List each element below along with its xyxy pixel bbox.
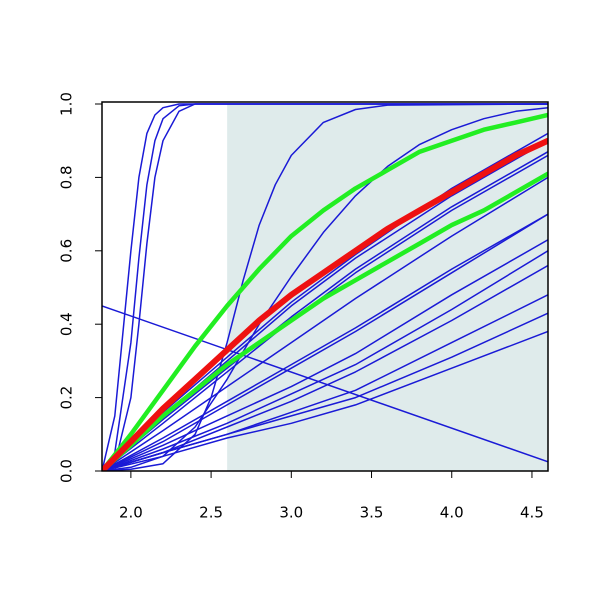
curve xyxy=(102,106,548,471)
x-tick-label: 4.5 xyxy=(520,504,544,522)
curve xyxy=(102,213,548,471)
curve xyxy=(102,312,548,471)
y-tick-label: 0.8 xyxy=(58,165,76,189)
y-tick-label: 0.6 xyxy=(58,239,76,263)
x-tick-label: 2.0 xyxy=(119,504,143,522)
x-tick-label: 3.0 xyxy=(279,504,303,522)
plot-frame xyxy=(101,101,549,472)
curve xyxy=(102,137,548,471)
lines xyxy=(102,103,548,471)
y-tick-label: 0.2 xyxy=(58,386,76,410)
y-tick-label: 0.4 xyxy=(58,312,76,336)
curve xyxy=(102,176,548,471)
x-tick-label: 3.5 xyxy=(360,504,384,522)
curve xyxy=(102,171,548,471)
shaded-region xyxy=(227,104,548,471)
curve xyxy=(102,330,548,471)
curve xyxy=(102,103,548,471)
y-tick-label: 1.0 xyxy=(58,92,76,116)
curve xyxy=(102,250,548,471)
curve xyxy=(102,112,548,471)
curve xyxy=(102,150,548,471)
y-tick-label: 0.0 xyxy=(58,459,76,483)
curve xyxy=(102,305,548,463)
curve xyxy=(102,103,548,471)
curve xyxy=(102,103,548,471)
curve xyxy=(102,239,548,471)
curve xyxy=(102,103,548,471)
x-tick-label: 2.5 xyxy=(199,504,223,522)
x-tick-label: 4.0 xyxy=(440,504,464,522)
curve xyxy=(102,213,548,471)
